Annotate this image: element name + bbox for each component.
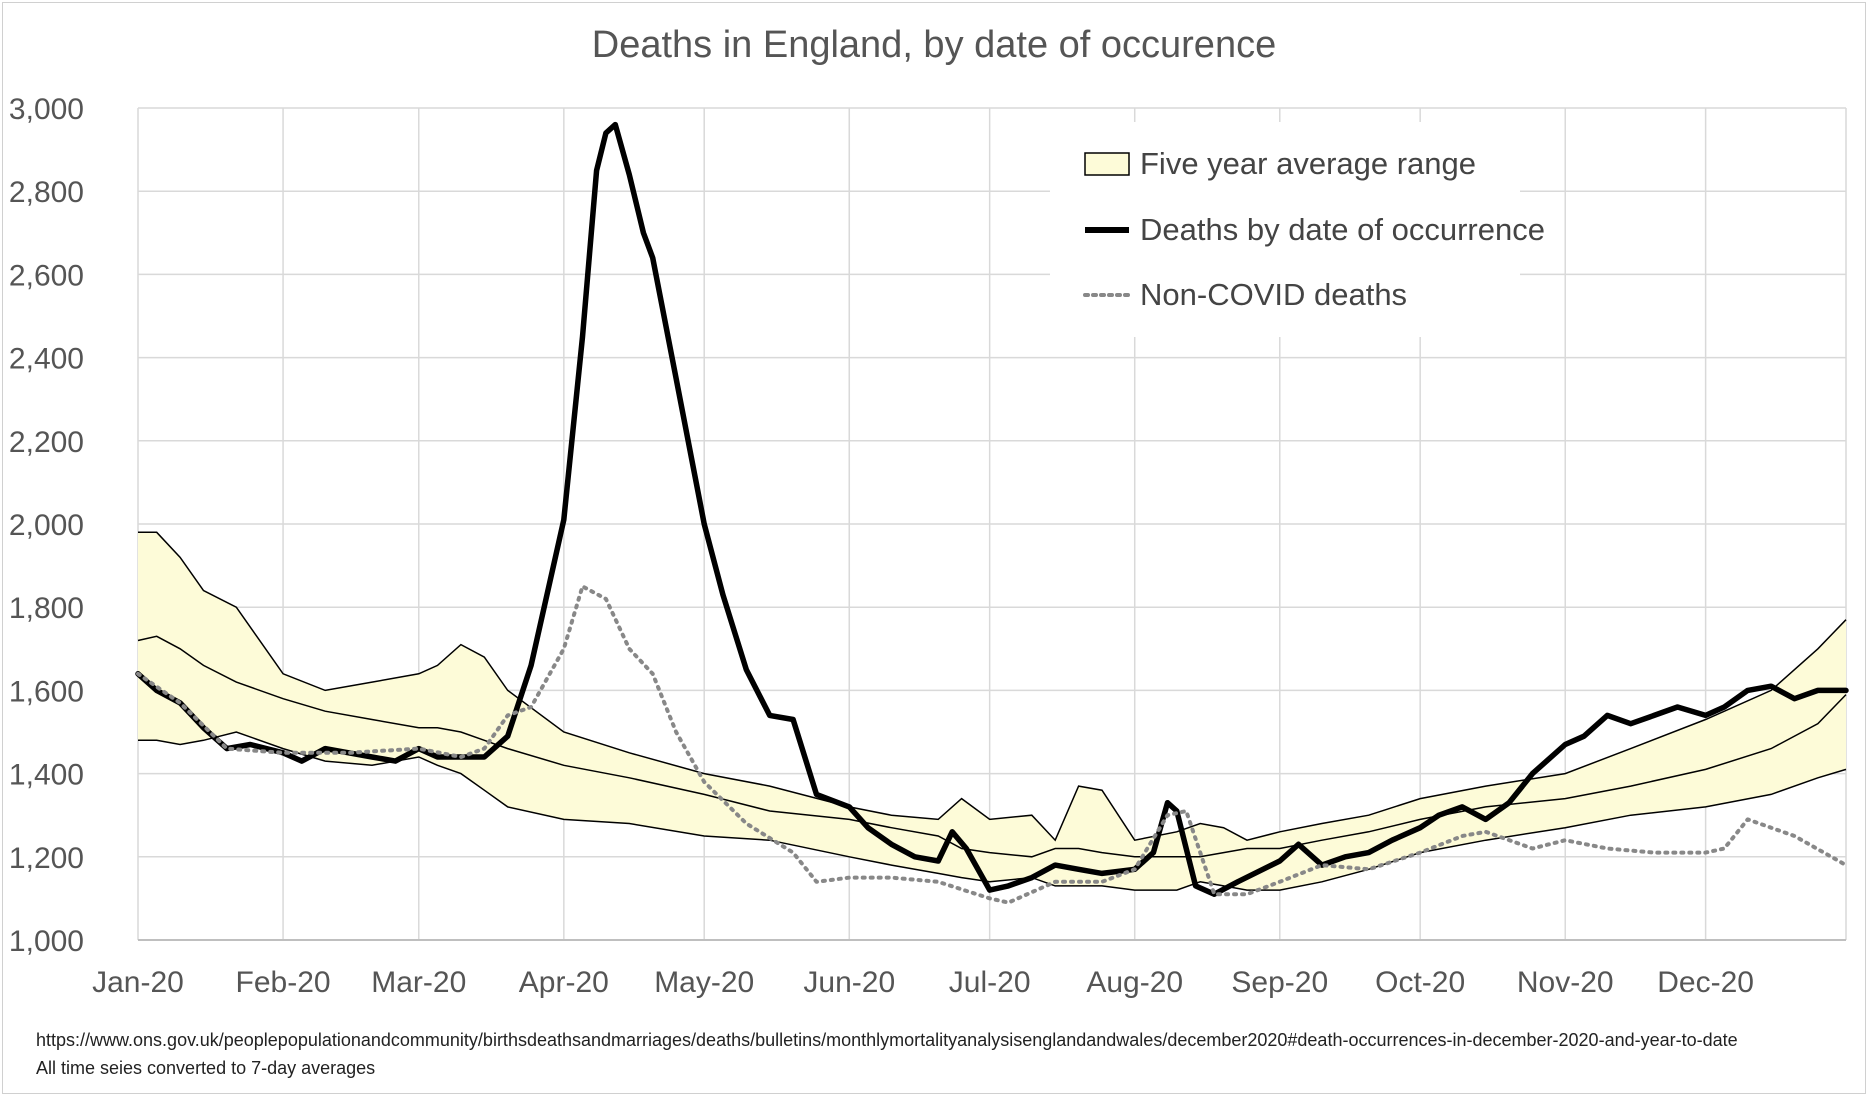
y-tick-label: 1,600 [9, 675, 84, 708]
y-tick-label: 1,200 [9, 842, 84, 875]
x-tick-label: Mar-20 [371, 966, 466, 999]
chart-title: Deaths in England, by date of occurence [592, 24, 1276, 66]
y-tick-label: 1,400 [9, 759, 84, 792]
legend: Five year average range Deaths by date o… [1050, 122, 1545, 337]
x-tick-label: Aug-20 [1086, 966, 1183, 999]
y-tick-label: 1,800 [9, 592, 84, 625]
band-lower-line [138, 731, 1847, 891]
axes: 1,000 1,200 1,400 1,600 1,800 2,000 2,200 2,400… [9, 93, 1846, 999]
y-tick-label: 2,000 [9, 509, 84, 542]
x-tick-label: Dec-20 [1657, 966, 1754, 999]
legend-band-swatch [1084, 152, 1130, 176]
x-tick-label: May-20 [654, 966, 754, 999]
x-tick-label: Jul-20 [949, 966, 1031, 999]
x-tick-label: Apr-20 [519, 966, 609, 999]
legend-label-non-covid: Non-COVID deaths [1140, 277, 1407, 312]
x-tick-label: Sep-20 [1231, 966, 1328, 999]
legend-label-deaths: Deaths by date of occurrence [1140, 212, 1545, 247]
method-note: All time seies converted to 7-day averag… [36, 1058, 375, 1078]
source-note: https://www.ons.gov.uk/peoplepopulationa… [36, 1030, 1738, 1050]
x-tick-label: Jan-20 [92, 966, 184, 999]
y-tick-label: 2,600 [9, 259, 84, 292]
five-year-average-band [137, 531, 1847, 891]
y-tick-label: 1,000 [9, 925, 84, 958]
grid [137, 107, 1847, 941]
series-lines [135, 121, 1849, 905]
x-tick-label: Nov-20 [1517, 966, 1614, 999]
x-tick-label: Oct-20 [1375, 966, 1465, 999]
y-tick-label: 2,800 [9, 176, 84, 209]
x-tick-label: Jun-20 [803, 966, 895, 999]
band-area [138, 532, 1846, 891]
x-tick-label: Feb-20 [236, 966, 331, 999]
y-tick-label: 2,200 [9, 426, 84, 459]
y-tick-label: 3,000 [9, 93, 84, 126]
legend-label-band: Five year average range [1140, 146, 1476, 181]
non-covid-line [136, 584, 1848, 905]
y-tick-label: 2,400 [9, 343, 84, 376]
deaths-line [135, 121, 1849, 897]
band-upper-line [138, 531, 1847, 842]
